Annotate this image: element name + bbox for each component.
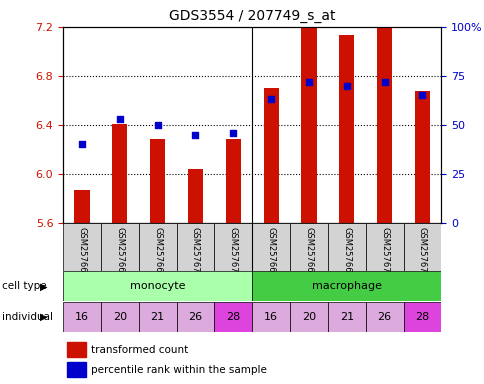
FancyBboxPatch shape <box>214 302 252 332</box>
FancyBboxPatch shape <box>138 302 176 332</box>
FancyBboxPatch shape <box>327 223 365 271</box>
FancyBboxPatch shape <box>252 302 289 332</box>
Bar <box>225 139 241 223</box>
Text: 20: 20 <box>301 312 316 322</box>
Point <box>229 129 237 136</box>
FancyBboxPatch shape <box>403 223 440 271</box>
Text: individual: individual <box>2 312 53 322</box>
Bar <box>150 139 165 223</box>
Text: GSM257671: GSM257671 <box>379 227 388 277</box>
FancyBboxPatch shape <box>63 271 252 301</box>
Text: 26: 26 <box>188 312 202 322</box>
Bar <box>112 124 127 223</box>
FancyBboxPatch shape <box>327 302 365 332</box>
Bar <box>414 91 429 223</box>
Point <box>116 116 123 122</box>
Point <box>78 141 86 147</box>
Text: percentile rank within the sample: percentile rank within the sample <box>91 364 267 375</box>
Point <box>418 92 425 98</box>
Text: monocyte: monocyte <box>130 281 185 291</box>
Bar <box>263 88 278 223</box>
Bar <box>187 169 203 223</box>
Point <box>267 96 274 103</box>
Text: 21: 21 <box>339 312 353 322</box>
Text: GSM257665: GSM257665 <box>266 227 275 277</box>
Bar <box>338 35 354 223</box>
Point <box>304 79 312 85</box>
Bar <box>74 190 90 223</box>
Text: ▶: ▶ <box>40 312 47 322</box>
Text: 26: 26 <box>377 312 391 322</box>
Text: GSM257669: GSM257669 <box>342 227 350 277</box>
Text: GSM257668: GSM257668 <box>153 227 162 278</box>
Text: GSM257672: GSM257672 <box>228 227 237 277</box>
FancyBboxPatch shape <box>403 302 440 332</box>
FancyBboxPatch shape <box>176 223 214 271</box>
FancyBboxPatch shape <box>176 302 214 332</box>
Text: GSM257666: GSM257666 <box>115 227 124 278</box>
Text: 20: 20 <box>112 312 127 322</box>
FancyBboxPatch shape <box>365 302 403 332</box>
Bar <box>67 362 86 377</box>
FancyBboxPatch shape <box>63 302 101 332</box>
FancyBboxPatch shape <box>63 223 101 271</box>
Text: transformed count: transformed count <box>91 345 188 355</box>
Text: macrophage: macrophage <box>311 281 381 291</box>
Text: 28: 28 <box>226 312 240 322</box>
Text: ▶: ▶ <box>40 281 47 291</box>
Text: 16: 16 <box>264 312 277 322</box>
Text: GSM257664: GSM257664 <box>77 227 86 277</box>
Text: 16: 16 <box>75 312 89 322</box>
FancyBboxPatch shape <box>289 302 327 332</box>
Text: GSM257667: GSM257667 <box>304 227 313 278</box>
FancyBboxPatch shape <box>289 223 327 271</box>
Bar <box>301 28 316 223</box>
FancyBboxPatch shape <box>214 223 252 271</box>
Text: 21: 21 <box>150 312 165 322</box>
Text: GSM257670: GSM257670 <box>191 227 199 277</box>
FancyBboxPatch shape <box>252 271 440 301</box>
Point <box>380 79 388 85</box>
Title: GDS3554 / 207749_s_at: GDS3554 / 207749_s_at <box>168 9 335 23</box>
Bar <box>67 342 86 357</box>
FancyBboxPatch shape <box>365 223 403 271</box>
Point <box>191 131 199 138</box>
FancyBboxPatch shape <box>101 302 138 332</box>
Point <box>153 122 161 128</box>
Text: 28: 28 <box>414 312 429 322</box>
FancyBboxPatch shape <box>138 223 176 271</box>
FancyBboxPatch shape <box>101 223 138 271</box>
Point <box>342 83 350 89</box>
FancyBboxPatch shape <box>252 223 289 271</box>
Bar <box>376 28 392 223</box>
Text: GSM257673: GSM257673 <box>417 227 426 278</box>
Text: cell type: cell type <box>2 281 47 291</box>
